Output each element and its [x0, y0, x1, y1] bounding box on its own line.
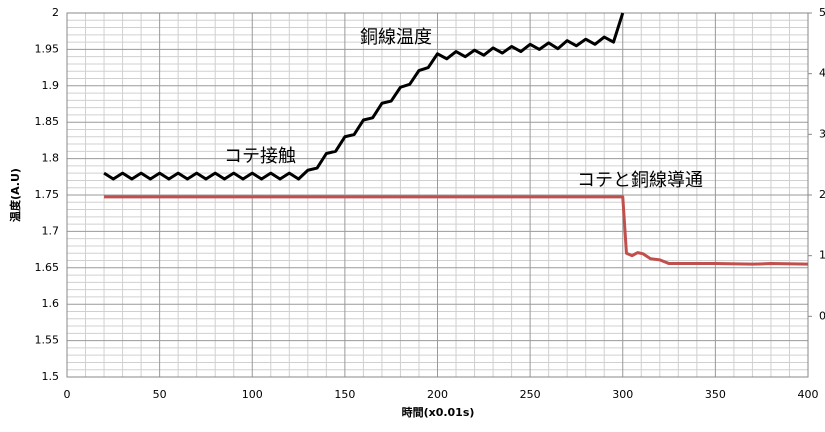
y-tick-label: 1.8 [42, 152, 60, 165]
y-tick-label: 1.7 [42, 224, 60, 237]
annotation: コテ接触 [224, 146, 296, 167]
plot-frame [66, 12, 809, 378]
data-line [103, 12, 625, 181]
x-tick-label: 400 [798, 388, 819, 401]
x-tick-label: 150 [334, 388, 355, 401]
x-tick-label: 200 [427, 388, 448, 401]
y2-tick-label: 2 [819, 188, 825, 201]
y-tick-label: 1.65 [35, 261, 60, 274]
x-tick-label: 0 [64, 388, 71, 401]
y-tick-label: 1.55 [35, 334, 60, 347]
y-tick-label: 1.75 [35, 188, 60, 201]
y-tick-label: 1.6 [42, 297, 60, 310]
x-tick-label: 250 [520, 388, 541, 401]
x-axis-label: 時間(x0.01s) [402, 405, 475, 419]
y2-tick-label: 0 [819, 309, 825, 322]
y2-tick-label: 3 [819, 127, 825, 140]
data-line [104, 195, 809, 266]
y-tick-label: 1.5 [42, 370, 60, 383]
y-tick-label: 2 [52, 6, 59, 19]
y2-tick-label: 1 [819, 249, 825, 262]
y-tick-label: 1.85 [35, 115, 60, 128]
x-tick-label: 100 [242, 388, 263, 401]
annotation: コテと銅線導通 [577, 170, 703, 191]
y2-tick-label: 5 [819, 6, 825, 19]
y-axis-label: 温度(A.U) [8, 168, 22, 222]
y2-tick-label: 4 [819, 67, 825, 80]
x-tick-label: 300 [612, 388, 633, 401]
y-tick-label: 1.9 [42, 79, 60, 92]
annotation: 銅線温度 [360, 27, 432, 48]
x-tick-label: 350 [705, 388, 726, 401]
grid [66, 12, 809, 378]
y-tick-label: 1.95 [35, 42, 60, 55]
x-tick-label: 50 [153, 388, 167, 401]
